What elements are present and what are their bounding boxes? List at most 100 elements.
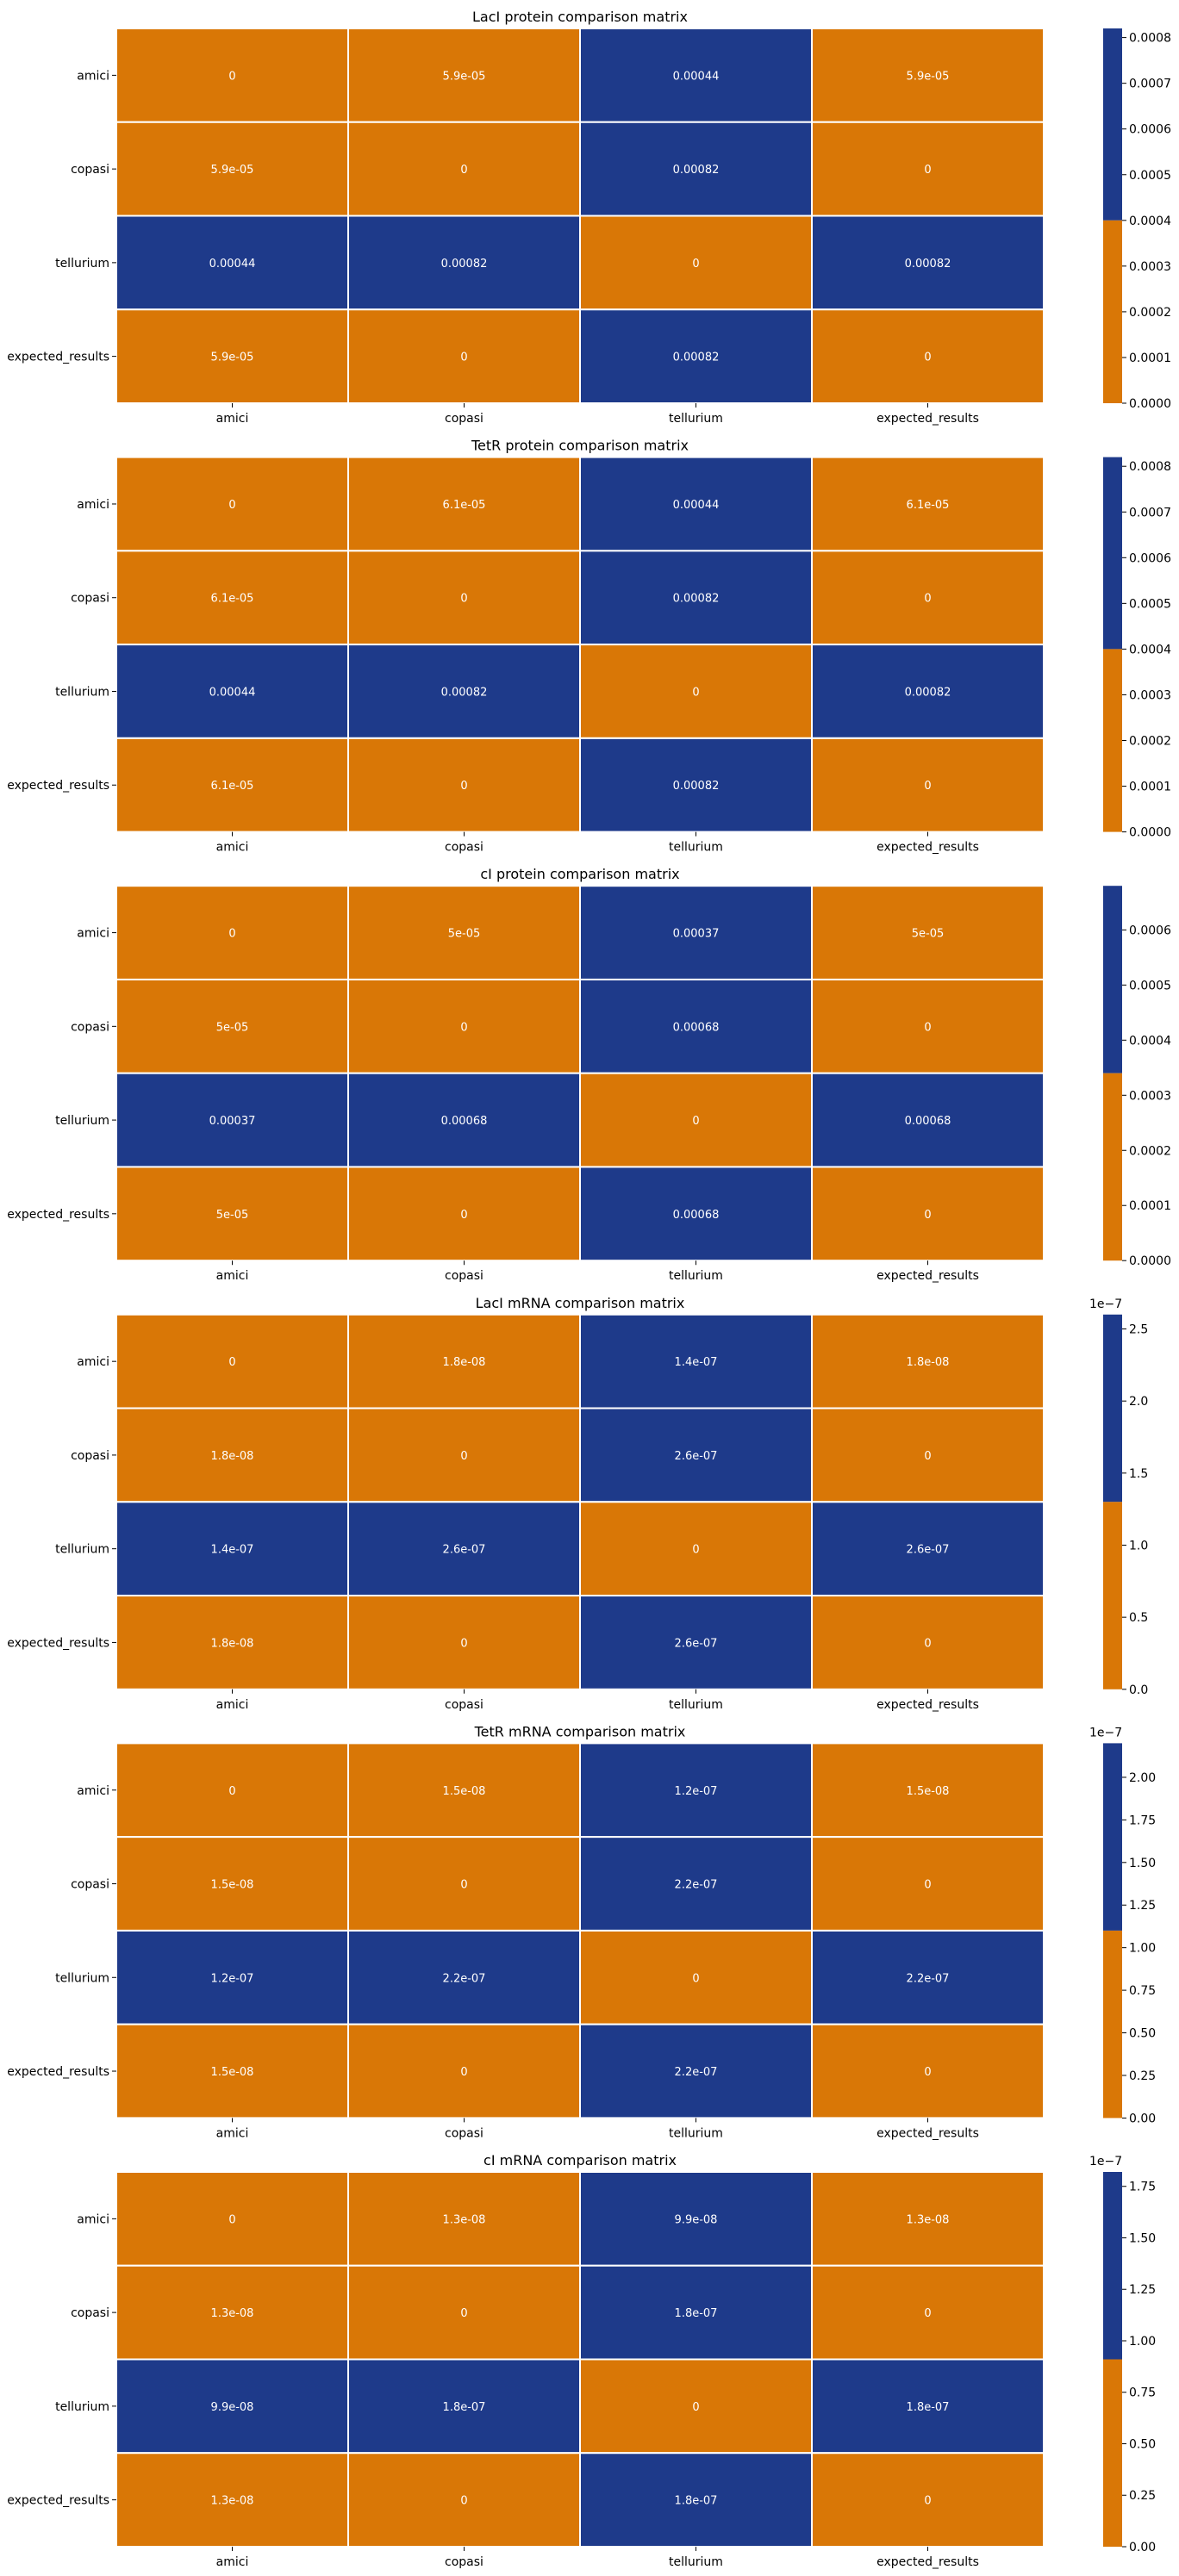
y-tick-label: tellurium [55, 257, 109, 271]
heatmap-cell [115, 2023, 349, 2119]
y-tick-label: expected_results [7, 351, 109, 364]
colorbar-tick-label: 1.5 [1129, 1467, 1148, 1481]
heatmap-cell [811, 1595, 1045, 1690]
cell-value-label: 0 [924, 1450, 931, 1463]
cell-value-label: 0 [460, 1637, 467, 1650]
colorbar-tick-label: 0.0000 [1129, 1254, 1171, 1268]
heatmap-cell [579, 737, 813, 833]
chart-title: cI protein comparison matrix [480, 866, 679, 882]
cell-value-label: 0 [692, 686, 699, 699]
heatmap-cell [811, 1742, 1045, 1839]
colorbar-tick-label: 0.0005 [1129, 979, 1171, 992]
cell-value-label: 1.3e-08 [211, 2307, 254, 2320]
x-tick-label: expected_results [876, 412, 979, 426]
heatmap-cell [579, 550, 813, 646]
colorbar-low-segment [1103, 1502, 1122, 1689]
cell-value-label: 0 [460, 2307, 467, 2320]
y-tick-label: amici [77, 69, 109, 83]
cell-value-label: 2.6e-07 [675, 1637, 718, 1650]
colorbar-tick-label: 0.0003 [1129, 260, 1171, 274]
cell-value-label: 0 [692, 2401, 699, 2414]
heatmap-cell [811, 456, 1045, 552]
cell-value-label: 2.2e-07 [443, 1972, 486, 1985]
cell-value-label: 1.8e-07 [907, 2401, 950, 2414]
heatmap-cell [811, 1166, 1045, 1262]
heatmap-cell [811, 2358, 1045, 2455]
heatmap-cell [115, 1313, 349, 1409]
cell-value-label: 2.6e-07 [675, 1450, 718, 1463]
colorbar-tick-label: 0.0002 [1129, 735, 1171, 749]
heatmap-cell [115, 2358, 349, 2455]
cell-value-label: 0.00082 [673, 593, 720, 606]
x-tick-label: copasi [445, 2126, 483, 2140]
heatmap-cell [811, 1501, 1045, 1597]
cell-value-label: 0 [460, 1879, 467, 1892]
cell-value-label: 0 [692, 1115, 699, 1128]
heatmap-cell [347, 1595, 581, 1690]
cell-value-label: 0.00068 [905, 1115, 951, 1128]
y-tick-label: expected_results [7, 2065, 109, 2079]
cell-value-label: 1.2e-07 [675, 1785, 718, 1798]
colorbar-tick-label: 0.0 [1129, 1683, 1148, 1697]
colorbar-high-segment [1103, 28, 1122, 221]
heatmap-cell [811, 1836, 1045, 1932]
heatmap-cell [811, 1313, 1045, 1409]
cell-value-label: 0.00082 [673, 780, 720, 793]
cell-value-label: 5.9e-05 [443, 70, 486, 83]
cell-value-label: 0.00037 [209, 1115, 256, 1128]
cell-value-label: 0.00044 [673, 499, 720, 512]
colorbar-tick-label: 0.0005 [1129, 597, 1171, 611]
heatmap-panel: LacI mRNA comparison matrix 0 1.8e-08 1.4e-… [7, 1295, 1148, 1712]
cell-value-label: 1.3e-08 [907, 2213, 950, 2226]
cell-value-label: 0.00082 [441, 258, 488, 271]
heatmap-cell [115, 737, 349, 833]
y-tick-label: copasi [71, 163, 109, 177]
cell-value-label: 0 [924, 593, 931, 606]
heatmap-cell [347, 2358, 581, 2455]
colorbar-tick-label: 0.0008 [1129, 32, 1171, 46]
cell-value-label: 0 [460, 1450, 467, 1463]
heatmap-cell [579, 1072, 813, 1168]
x-tick-label: tellurium [669, 1698, 723, 1712]
cell-value-label: 1.8e-07 [675, 2307, 718, 2320]
heatmap-cell [579, 1929, 813, 2025]
cell-value-label: 2.2e-07 [907, 1972, 950, 1985]
cell-value-label: 0.00082 [673, 164, 720, 177]
chart-title: LacI protein comparison matrix [472, 9, 688, 25]
colorbar-tick-label: 2.00 [1129, 1771, 1156, 1785]
colorbar-tick-label: 1.0 [1129, 1539, 1148, 1552]
colorbar-tick-label: 1.75 [1129, 1814, 1156, 1827]
cell-value-label: 1.5e-08 [443, 1785, 486, 1798]
heatmap-cell [347, 1072, 581, 1168]
colorbar-tick-label: 1.00 [1129, 1942, 1156, 1956]
colorbar-tick-label: 0.0000 [1129, 826, 1171, 840]
heatmap-cell [115, 1072, 349, 1168]
colorbar-offset-text: 1e−7 [1089, 2155, 1122, 2168]
heatmap-cell [579, 1595, 813, 1690]
x-tick-label: amici [216, 1698, 249, 1712]
heatmap-cell [347, 215, 581, 311]
heatmap-cell [811, 1929, 1045, 2025]
heatmap-cell [347, 28, 581, 123]
colorbar-tick-label: 0.00 [1129, 2541, 1156, 2554]
heatmap-cell [115, 1166, 349, 1262]
cell-value-label: 1.8e-07 [675, 2495, 718, 2508]
chart-title: cI mRNA comparison matrix [483, 2152, 677, 2168]
heatmap-cell [811, 308, 1045, 404]
colorbar-tick-label: 0.0001 [1129, 352, 1171, 365]
heatmap-panel: TetR mRNA comparison matrix 0 1.5e-08 1.2e-… [7, 1723, 1156, 2140]
cell-value-label: 0 [460, 164, 467, 177]
cell-value-label: 1.3e-08 [443, 2213, 486, 2226]
x-tick-label: amici [216, 1269, 249, 1283]
cell-value-label: 0.00044 [209, 258, 256, 271]
cell-value-label: 5e-05 [216, 1209, 249, 1222]
cell-value-label: 0 [924, 352, 931, 364]
cell-value-label: 1.8e-07 [443, 2401, 486, 2414]
y-tick-label: amici [77, 2212, 109, 2226]
cell-value-label: 5e-05 [448, 928, 481, 941]
x-tick-label: expected_results [876, 2126, 979, 2140]
colorbar-tick-label: 2.0 [1129, 1395, 1148, 1409]
cell-value-label: 0 [924, 1879, 931, 1892]
x-tick-label: amici [216, 412, 249, 426]
heatmap-cell [347, 121, 581, 217]
